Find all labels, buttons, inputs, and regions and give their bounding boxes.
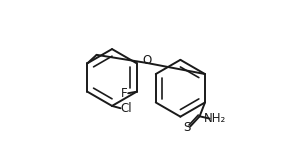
- Text: O: O: [142, 54, 151, 67]
- Text: F: F: [121, 87, 128, 100]
- Text: S: S: [183, 121, 191, 134]
- Text: NH₂: NH₂: [204, 112, 226, 125]
- Text: Cl: Cl: [121, 102, 132, 115]
